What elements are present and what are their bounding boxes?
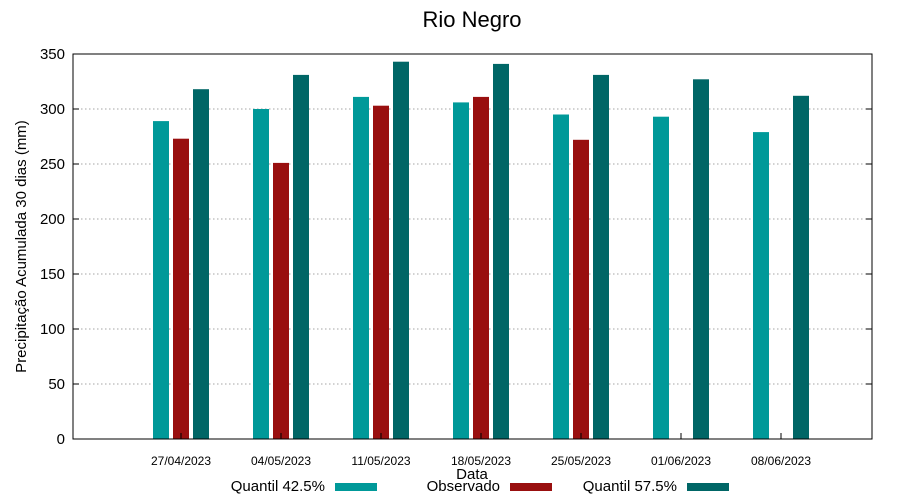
y-tick-label: 100	[40, 321, 65, 338]
bar-quantil-57-5--4	[593, 74, 609, 440]
y-axis-label: Precipitação Acumulada 30 dias (mm)	[13, 120, 30, 373]
bar-quantil-57-5--1	[293, 74, 309, 440]
y-tick-label: 0	[57, 431, 65, 448]
plot-frame	[72, 53, 873, 440]
chart-title: Rio Negro	[422, 7, 521, 32]
y-tick-label: 50	[48, 376, 65, 393]
bar-observado-1	[273, 162, 289, 439]
bar-quantil-42-5--6	[753, 132, 769, 439]
legend-label: Quantil 42.5%	[231, 478, 325, 495]
x-axis-label: Data	[456, 466, 488, 483]
legend: Quantil 42.5% Observado Quantil 57.5%	[231, 478, 729, 495]
legend-label: Quantil 57.5%	[583, 478, 677, 495]
bar-quantil-57-5--0	[193, 89, 209, 439]
y-tick-label: 300	[40, 101, 65, 118]
y-tick-label: 150	[40, 266, 65, 283]
x-tick-label: 11/05/2023	[351, 454, 410, 468]
x-axis-ticks: 27/04/2023 04/05/2023 11/05/2023 18/05/2023…	[151, 433, 811, 468]
bar-quantil-57-5--5	[693, 79, 709, 440]
y-axis-ticks: 0 50 100 150 200 250 300 350	[40, 46, 872, 448]
bar-observado-0	[173, 138, 189, 439]
bar-quantil-57-5--2	[393, 61, 409, 439]
bar-observado-3	[473, 96, 489, 440]
x-tick-label: 01/06/2023	[651, 454, 711, 468]
legend-swatch	[335, 483, 377, 491]
y-tick-label: 350	[40, 46, 65, 63]
bar-quantil-42-5--2	[353, 96, 369, 440]
grid-lines	[73, 108, 872, 385]
x-tick-label: 08/06/2023	[751, 454, 811, 468]
bar-quantil-57-5--3	[493, 63, 509, 440]
bar-quantil-42-5--0	[153, 121, 169, 439]
x-tick-label: 27/04/2023	[151, 454, 211, 468]
bars	[153, 61, 809, 440]
bar-observado-2	[373, 105, 389, 439]
bar-quantil-57-5--6	[793, 95, 809, 440]
x-tick-label: 18/05/2023	[451, 454, 511, 468]
bar-quantil-42-5--3	[453, 102, 469, 440]
bar-quantil-42-5--5	[653, 116, 669, 439]
bar-quantil-42-5--1	[253, 109, 269, 439]
y-tick-label: 250	[40, 156, 65, 173]
legend-swatch	[510, 483, 552, 491]
bar-observado-4	[573, 139, 589, 440]
legend-swatch	[687, 483, 729, 491]
x-tick-label: 04/05/2023	[251, 454, 311, 468]
x-tick-label: 25/05/2023	[551, 454, 611, 468]
legend-label: Observado	[427, 478, 500, 495]
y-tick-label: 200	[40, 211, 65, 228]
bar-quantil-42-5--4	[553, 114, 569, 439]
